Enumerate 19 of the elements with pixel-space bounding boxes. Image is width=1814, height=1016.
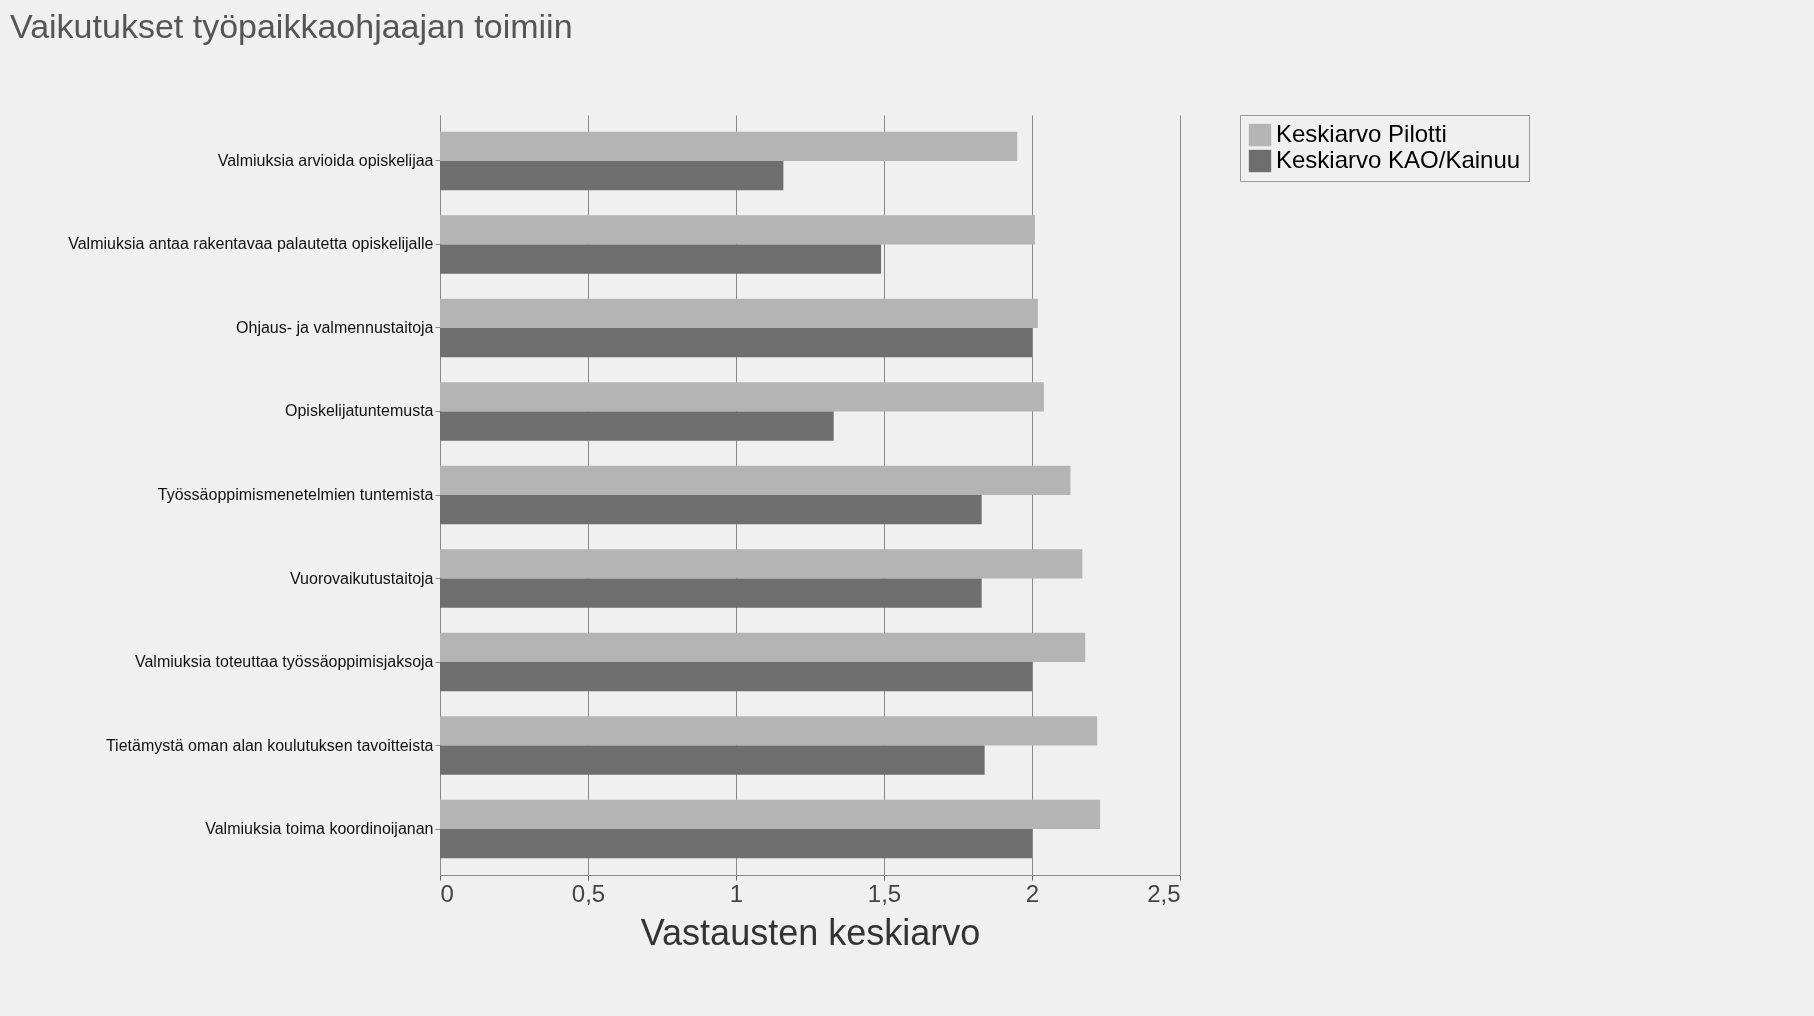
y-tick-label: Valmiuksia toteuttaa työssäoppimisjaksoja xyxy=(134,653,434,671)
y-tick-label: Valmiuksia arvioida opiskelijaa xyxy=(217,151,434,169)
y-tick-label: Vuorovaikutustaitoja xyxy=(290,569,434,587)
chart-title: Vaikutukset työpaikkaohjaajan toimiin xyxy=(10,6,573,45)
x-tick-label: 0,5 xyxy=(571,879,606,907)
x-axis-title: Vastausten keskiarvo xyxy=(640,911,981,953)
legend-label: Keskiarvo KAO/Kainuu xyxy=(1276,146,1521,173)
x-tick-label: 1 xyxy=(729,879,744,907)
x-tick-label: 2 xyxy=(1025,879,1040,907)
y-tick-label: Työssäoppimismenetelmien tuntemista xyxy=(157,486,434,503)
y-tick-label: Valmiuksia toima koordinoijanan xyxy=(205,820,434,838)
x-tick-label: 2,5 xyxy=(1147,879,1181,907)
y-tick-label: Valmiuksia antaa rakentavaa palautetta opiskelijalle xyxy=(68,235,434,253)
x-tick-label: 1,5 xyxy=(867,879,902,907)
y-tick-label: Tietämystä oman alan koulutuksen tavoitteista xyxy=(105,736,434,754)
x-tick-label: 0 xyxy=(440,879,454,907)
y-tick-label: Opiskelijatuntemusta xyxy=(284,402,434,420)
legend-label: Keskiarvo Pilotti xyxy=(1276,120,1447,147)
y-tick-label: Ohjaus- ja valmennustaitoja xyxy=(236,318,434,336)
